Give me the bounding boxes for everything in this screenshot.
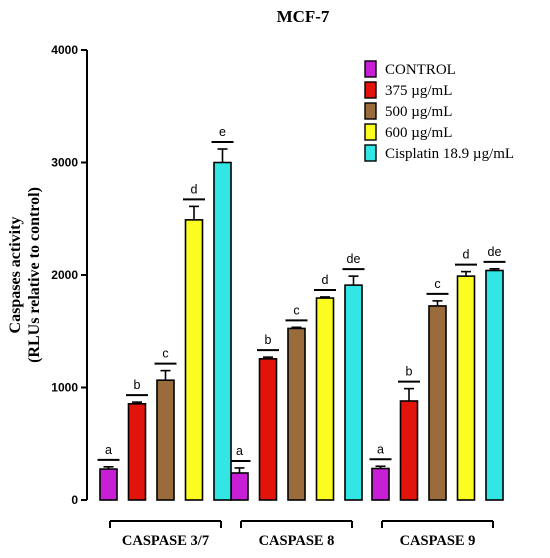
bar: [428, 305, 447, 501]
significance-letter: c: [162, 347, 168, 361]
legend-label: 500 µg/mL: [385, 104, 452, 120]
legend-swatch: [364, 102, 377, 120]
category-label: CASPASE 9: [400, 533, 476, 549]
significance-letter: a: [105, 443, 112, 457]
y-tick-label: 1000: [51, 381, 78, 395]
legend-label: 375 µg/mL: [385, 83, 452, 99]
bar: [485, 269, 504, 501]
bar: [156, 379, 175, 501]
bar: [371, 467, 390, 501]
bar: [456, 275, 476, 501]
significance-letter: d: [322, 273, 329, 287]
y-tick-label: 0: [71, 493, 78, 507]
legend-swatch: [364, 60, 377, 78]
significance-letter: b: [265, 333, 272, 347]
significance-letter: d: [463, 248, 470, 262]
bar: [99, 468, 118, 501]
significance-letter: de: [488, 245, 502, 259]
category-label: CASPASE 3/7: [122, 533, 209, 549]
y-axis-ticks: 0 1000 2000 3000 4000: [51, 43, 87, 507]
bar: [127, 403, 147, 501]
y-tick-label: 4000: [51, 43, 78, 57]
bar: [213, 161, 232, 501]
significance-letter: e: [219, 125, 226, 139]
bar: [315, 297, 335, 501]
significance-letter: d: [191, 182, 198, 196]
y-tick-label: 3000: [51, 156, 78, 170]
bar: [399, 400, 419, 501]
significance-letter: a: [236, 444, 243, 458]
legend-swatch: [364, 123, 377, 141]
legend-swatch: [364, 144, 377, 162]
legend: CONTROL 375 µg/mL 500 µg/mL 600 µg/mL Cispla…: [364, 60, 514, 162]
category-groups: CASPASE 3/7 CASPASE 8 CASPASE 9: [109, 520, 494, 549]
bar: [287, 327, 306, 501]
y-axis-label-line2: (RLUs relative to control): [26, 187, 43, 363]
significance-letter: b: [406, 365, 413, 379]
legend-label: 600 µg/mL: [385, 125, 452, 141]
legend-label: Cisplatin 18.9 µg/mL: [385, 146, 514, 162]
significance-letter: c: [434, 277, 440, 291]
bar: [184, 219, 204, 501]
bar: [344, 284, 363, 501]
chart-title: MCF-7: [277, 7, 330, 26]
y-tick-label: 2000: [51, 268, 78, 282]
significance-letter: b: [134, 378, 141, 392]
significance-letter: de: [347, 252, 361, 266]
category-label: CASPASE 8: [259, 533, 335, 549]
legend-swatch: [364, 81, 377, 99]
legend-label: CONTROL: [385, 62, 456, 78]
bar: [230, 472, 249, 501]
y-axis-label-line1: Caspases activity: [7, 217, 24, 334]
bar: [258, 358, 278, 501]
significance-letter: a: [377, 442, 384, 456]
significance-letter: c: [293, 303, 299, 317]
